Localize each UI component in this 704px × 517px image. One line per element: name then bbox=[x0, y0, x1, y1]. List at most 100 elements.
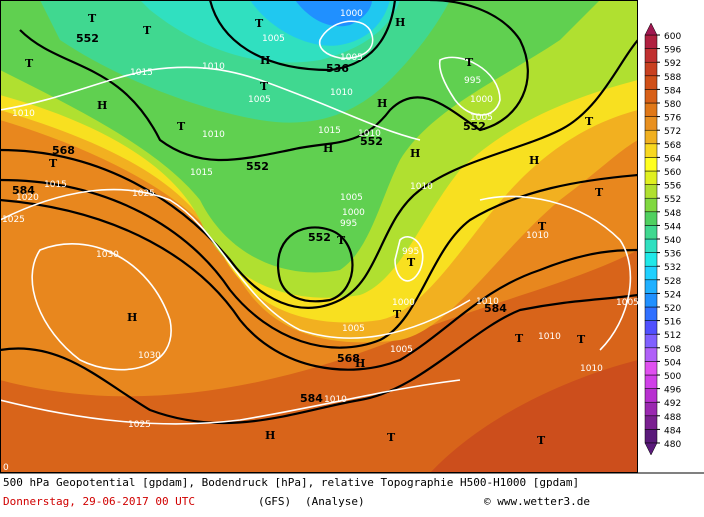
isobar-label: 1025 bbox=[132, 189, 155, 199]
colorbar-box bbox=[644, 75, 658, 90]
pressure-center: T bbox=[465, 56, 474, 69]
colorbar-box bbox=[644, 347, 658, 362]
isobar-label: 1005 bbox=[340, 53, 363, 63]
footer-title: 500 hPa Geopotential [gpdam], Bodendruck… bbox=[3, 476, 579, 489]
footer-model: (GFS) bbox=[258, 495, 291, 508]
isobar-label: 1010 bbox=[358, 129, 381, 139]
colorbar-label: 496 bbox=[664, 386, 681, 396]
isobar-label: 1015 bbox=[130, 68, 153, 78]
pressure-center: T bbox=[337, 234, 346, 247]
geopotential-label: 552 bbox=[246, 160, 269, 173]
pressure-center: H bbox=[97, 99, 107, 112]
colorbar-box bbox=[644, 157, 658, 172]
isobar-label: 1005 bbox=[390, 345, 413, 355]
isobar-label: 1010 bbox=[330, 88, 353, 98]
pressure-center: H bbox=[260, 54, 270, 67]
footer-run: (Analyse) bbox=[305, 495, 365, 508]
colorbar-label: 484 bbox=[664, 426, 681, 436]
footer-credit: © www.wetter3.de bbox=[484, 495, 590, 508]
isobar-label: 1005 bbox=[262, 34, 285, 44]
colorbar-box bbox=[644, 265, 658, 281]
pressure-center: H bbox=[127, 311, 137, 324]
pressure-center: T bbox=[49, 157, 58, 170]
colorbar-label: 552 bbox=[664, 195, 681, 205]
pressure-center: T bbox=[585, 115, 594, 128]
colorbar-box bbox=[644, 415, 658, 430]
pressure-center: T bbox=[387, 431, 396, 444]
pressure-center: T bbox=[255, 17, 264, 30]
isobar-label: 1005 bbox=[470, 113, 493, 123]
colorbar-box bbox=[644, 361, 658, 376]
colorbar-label: 488 bbox=[664, 413, 681, 423]
isobar-label: 995 bbox=[464, 76, 481, 86]
geopotential-label: 552 bbox=[76, 32, 99, 45]
isobar-label: 1030 bbox=[138, 351, 161, 361]
colorbar-box bbox=[644, 116, 658, 131]
colorbar-label: 512 bbox=[664, 331, 681, 341]
isobar-label: 1000 bbox=[342, 208, 365, 218]
isobar-label: 0 bbox=[3, 463, 9, 473]
colorbar-box bbox=[644, 306, 658, 321]
colorbar-arrow-top bbox=[644, 22, 658, 36]
colorbar-label: 560 bbox=[664, 168, 681, 178]
geopotential-label: 584 bbox=[484, 302, 507, 315]
colorbar-label: 580 bbox=[664, 100, 681, 110]
isobar-label: 1025 bbox=[128, 420, 151, 430]
pressure-center: H bbox=[323, 142, 333, 155]
colorbar-box bbox=[644, 333, 658, 349]
isobar-label: 1010 bbox=[526, 231, 549, 241]
colorbar-label: 584 bbox=[664, 86, 681, 96]
colorbar-label: 540 bbox=[664, 236, 681, 246]
isobar-label: 1010 bbox=[476, 297, 499, 307]
colorbar-label: 576 bbox=[664, 114, 681, 124]
colorbar-label: 600 bbox=[664, 32, 681, 42]
isobar-label: 1010 bbox=[202, 130, 225, 140]
geopotential-label: 552 bbox=[308, 231, 331, 244]
geopotential-label: 568 bbox=[337, 352, 360, 365]
colorbar-box bbox=[644, 320, 658, 335]
colorbar-label: 480 bbox=[664, 440, 681, 450]
pressure-center: T bbox=[143, 24, 152, 37]
colorbar-box bbox=[644, 184, 658, 199]
geopotential-label: 536 bbox=[326, 62, 349, 75]
pressure-center: T bbox=[537, 434, 546, 447]
colorbar-box bbox=[644, 197, 658, 213]
isobar-label: 1025 bbox=[2, 215, 25, 225]
pressure-center: H bbox=[377, 97, 387, 110]
pressure-contours bbox=[0, 20, 632, 425]
colorbar-label: 504 bbox=[664, 358, 681, 368]
pressure-center: T bbox=[577, 333, 586, 346]
isobar-label: 995 bbox=[402, 247, 419, 257]
pressure-center: H bbox=[410, 147, 420, 160]
isobar-label: 1010 bbox=[538, 332, 561, 342]
colorbar-box bbox=[644, 102, 658, 117]
colorbar-label: 548 bbox=[664, 209, 681, 219]
colorbar-box bbox=[644, 238, 658, 253]
pressure-center: T bbox=[177, 120, 186, 133]
colorbar-label: 536 bbox=[664, 250, 681, 260]
geopotential-label: 552 bbox=[360, 135, 383, 148]
colorbar-box bbox=[644, 374, 658, 389]
colorbar-label: 508 bbox=[664, 345, 681, 355]
colorbar-label: 572 bbox=[664, 127, 681, 137]
colorbar-box bbox=[644, 129, 658, 145]
pressure-center: H bbox=[395, 16, 405, 29]
isobar-label: 1030 bbox=[96, 250, 119, 260]
isobar-label: 1010 bbox=[12, 109, 35, 119]
pressure-center: T bbox=[407, 256, 416, 269]
isobar-label: 1005 bbox=[340, 193, 363, 203]
isobar-label: 1005 bbox=[616, 298, 639, 308]
colorbar-box bbox=[644, 279, 658, 294]
geopotential-label: 584 bbox=[12, 184, 35, 197]
isobar-label: 1010 bbox=[580, 364, 603, 374]
isobar-label: 995 bbox=[340, 219, 357, 229]
colorbar-label: 492 bbox=[664, 399, 681, 409]
colorbar-label: 500 bbox=[664, 372, 681, 382]
colorbar-label: 520 bbox=[664, 304, 681, 314]
geopotential-label: 568 bbox=[52, 144, 75, 157]
colorbar-label: 568 bbox=[664, 141, 681, 151]
isobar-label: 1020 bbox=[16, 193, 39, 203]
colorbar-label: 592 bbox=[664, 59, 681, 69]
colorbar-label: 544 bbox=[664, 222, 681, 232]
colorbar-label: 556 bbox=[664, 182, 681, 192]
